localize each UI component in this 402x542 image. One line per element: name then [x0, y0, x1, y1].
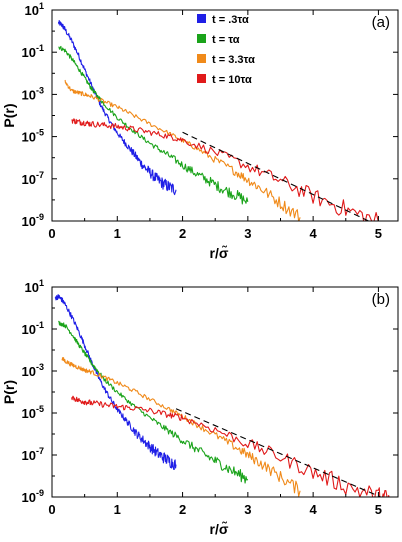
y-tick-label: 10-9	[22, 212, 44, 229]
dashed-guide-line	[175, 408, 383, 497]
plot-area	[54, 294, 390, 497]
y-tick-exponent: -9	[36, 488, 44, 498]
x-tick-label: 0	[48, 226, 55, 241]
chart-panel-0: 0 1 2 3 4 510110-110-310-510-710-9r/σ̃P(r)(a)…	[1, 1, 399, 261]
y-tick-base: 10	[22, 130, 36, 145]
series-line-3	[71, 395, 390, 497]
x-axis-title: r/σ̃	[210, 244, 229, 261]
y-tick-exponent: -7	[36, 170, 44, 180]
legend: t = .3τα t = τα t = 3.3τα t = 10τα	[197, 14, 255, 86]
y-tick-exponent: -3	[36, 362, 44, 372]
y-tick-base: 10	[22, 87, 36, 102]
y-tick-label: 101	[25, 278, 44, 295]
x-tick-label: 2	[179, 226, 186, 241]
series-line-0	[57, 20, 177, 196]
x-tick-label: 5	[375, 502, 382, 517]
legend-swatch	[197, 14, 206, 23]
y-tick-base: 10	[22, 322, 36, 337]
y-tick-base: 10	[25, 280, 39, 295]
legend-label: t = τα	[212, 34, 240, 46]
y-tick-label: 10-7	[22, 170, 44, 187]
series-line-0	[54, 294, 177, 471]
dashed-guide-line	[182, 131, 370, 221]
y-tick-exponent: -7	[36, 446, 44, 456]
y-tick-base: 10	[25, 3, 39, 18]
legend-swatch	[197, 54, 206, 63]
legend-swatch	[197, 34, 206, 43]
y-tick-exponent: -5	[36, 404, 44, 414]
panel-label: (b)	[372, 291, 390, 308]
y-tick-base: 10	[22, 490, 36, 505]
legend-label: t = 3.3τα	[212, 54, 255, 66]
y-tick-label: 10-1	[22, 320, 44, 337]
y-tick-exponent: 1	[39, 1, 44, 11]
series-line-2	[64, 79, 301, 221]
series-line-1	[58, 45, 249, 205]
series-line-3	[71, 118, 379, 221]
legend-label: t = .3τα	[212, 14, 249, 26]
series-line-2	[61, 357, 301, 497]
y-tick-base: 10	[22, 448, 36, 463]
x-tick-label: 1	[114, 226, 121, 241]
x-axis-title: r/σ̃	[210, 520, 229, 537]
series-line-1	[58, 320, 249, 484]
legend-swatch	[197, 74, 206, 83]
y-tick-label: 10-1	[22, 43, 44, 60]
x-tick-label: 4	[310, 226, 318, 241]
y-tick-label: 10-5	[22, 404, 44, 421]
legend-label: t = 10τα	[212, 74, 252, 86]
y-tick-label: 10-9	[22, 488, 44, 505]
y-tick-label: 10-3	[22, 362, 44, 379]
y-tick-base: 10	[22, 172, 36, 187]
plot-frame	[51, 286, 399, 498]
y-tick-exponent: -1	[36, 43, 44, 53]
y-tick-base: 10	[22, 45, 36, 60]
y-tick-exponent: -5	[36, 128, 44, 138]
y-axis-title: P(r)	[1, 380, 17, 404]
plot-area	[57, 20, 379, 221]
x-tick-label: 4	[310, 502, 318, 517]
y-axis-title: P(r)	[1, 103, 17, 127]
x-tick-label: 3	[244, 226, 251, 241]
x-tick-label: 0	[48, 502, 55, 517]
y-tick-exponent: -3	[36, 85, 44, 95]
y-tick-exponent: -1	[36, 320, 44, 330]
panel-label: (a)	[372, 14, 390, 31]
y-tick-label: 10-5	[22, 128, 44, 145]
x-tick-label: 1	[114, 502, 121, 517]
y-tick-base: 10	[22, 364, 36, 379]
y-tick-label: 101	[25, 1, 44, 18]
y-tick-exponent: -9	[36, 212, 44, 222]
y-tick-base: 10	[22, 214, 36, 229]
y-tick-exponent: 1	[39, 278, 44, 288]
y-tick-label: 10-7	[22, 446, 44, 463]
x-tick-label: 2	[179, 502, 186, 517]
y-tick-base: 10	[22, 406, 36, 421]
x-tick-label: 3	[244, 502, 251, 517]
x-tick-label: 5	[375, 226, 382, 241]
y-tick-label: 10-3	[22, 85, 44, 102]
